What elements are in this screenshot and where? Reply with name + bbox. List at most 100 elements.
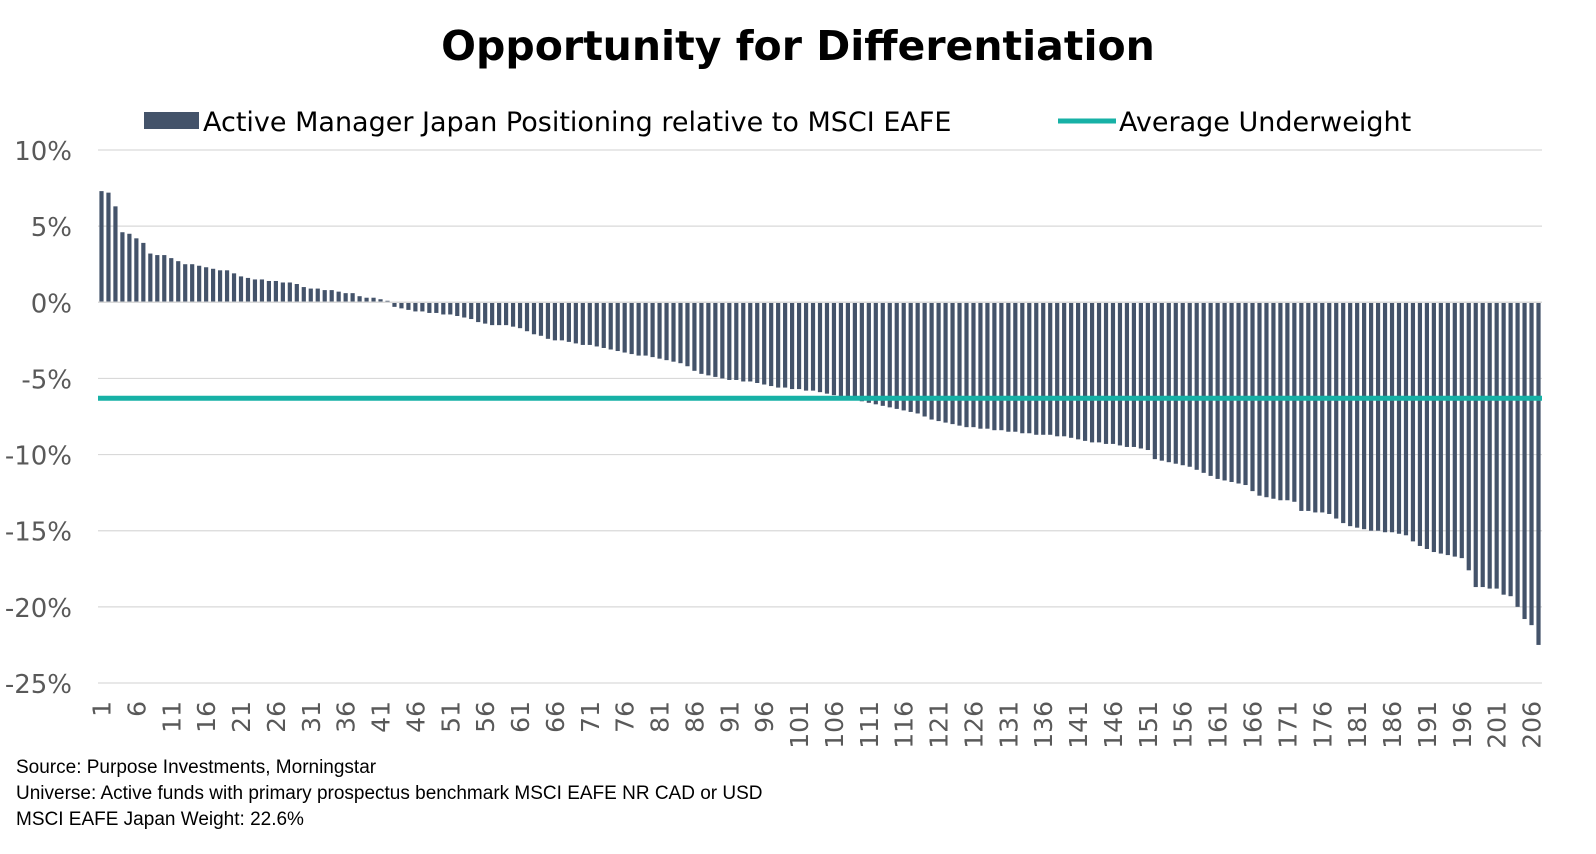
- bar: [929, 302, 934, 420]
- bar: [1348, 302, 1353, 527]
- x-tick-label: 151: [1134, 701, 1163, 749]
- bar: [162, 255, 167, 303]
- bar: [106, 192, 111, 303]
- bar: [252, 279, 258, 303]
- bar: [699, 302, 704, 374]
- bar: [1522, 302, 1527, 620]
- bar: [1173, 302, 1178, 464]
- footer-weight: MSCI EAFE Japan Weight: 22.6%: [16, 809, 304, 830]
- bar: [406, 302, 411, 310]
- bar: [706, 302, 711, 376]
- bar: [971, 302, 976, 428]
- bar: [999, 302, 1004, 431]
- bar: [1396, 302, 1402, 534]
- bar: [873, 302, 878, 405]
- bar: [245, 277, 251, 303]
- bar: [524, 302, 530, 332]
- x-tick-label: 41: [367, 701, 396, 733]
- legend: Active Manager Japan Positioning relativ…: [144, 107, 1411, 138]
- bar: [120, 232, 125, 303]
- bar: [211, 268, 216, 303]
- bar: [845, 302, 850, 399]
- x-tick-label: 181: [1343, 701, 1372, 749]
- bar: [1452, 302, 1457, 557]
- bar: [1006, 302, 1011, 432]
- bar: [392, 302, 397, 307]
- x-tick-label: 71: [576, 701, 605, 733]
- bar: [141, 242, 146, 303]
- bar: [434, 302, 439, 313]
- bar: [176, 261, 181, 303]
- bar: [448, 302, 453, 315]
- bar: [1431, 302, 1436, 553]
- bar: [1062, 302, 1067, 437]
- x-tick-label: 136: [1029, 701, 1058, 749]
- bar: [664, 302, 669, 361]
- bar: [224, 270, 230, 303]
- x-tick-label: 31: [297, 701, 326, 733]
- bar: [231, 273, 237, 303]
- x-tick-label: 146: [1099, 701, 1128, 749]
- bar: [608, 302, 613, 350]
- bar: [134, 238, 139, 303]
- bar: [1306, 302, 1311, 511]
- bar: [190, 264, 195, 303]
- bar: [936, 302, 941, 422]
- bar: [741, 302, 746, 382]
- bar: [1445, 302, 1450, 556]
- bar: [1243, 302, 1248, 486]
- bar: [859, 302, 864, 402]
- bar: [573, 302, 578, 344]
- grid-lines: [98, 149, 1542, 684]
- bar: [1041, 302, 1046, 435]
- bar: [852, 302, 857, 400]
- bar: [155, 255, 160, 303]
- x-tick-label: 21: [227, 701, 256, 733]
- bar: [217, 270, 223, 303]
- bar: [1020, 302, 1025, 434]
- bar: [308, 288, 313, 303]
- bar: [908, 302, 913, 412]
- legend-bar-swatch: [144, 112, 199, 129]
- bar: [1403, 302, 1409, 536]
- bar: [650, 302, 655, 358]
- bar: [1089, 302, 1095, 443]
- x-tick-label: 161: [1204, 701, 1233, 749]
- bar: [357, 296, 362, 303]
- bar: [559, 302, 564, 341]
- bar: [531, 302, 537, 335]
- bar: [1103, 302, 1109, 444]
- bar: [1334, 302, 1339, 519]
- bar: [420, 302, 425, 312]
- bar: [1389, 302, 1395, 533]
- bar: [810, 302, 816, 391]
- y-tick-label: 5%: [31, 213, 72, 243]
- bar: [113, 206, 118, 303]
- bar: [734, 302, 739, 380]
- bar: [1369, 302, 1374, 531]
- x-tick-label: 16: [192, 701, 221, 733]
- y-tick-label: -20%: [5, 594, 72, 624]
- bar: [350, 293, 355, 303]
- bar: [1417, 302, 1423, 546]
- bar: [552, 302, 558, 341]
- bar: [803, 302, 809, 391]
- bar: [1096, 302, 1102, 443]
- bar: [1194, 302, 1199, 470]
- bar: [1145, 302, 1150, 451]
- x-tick-label: 201: [1483, 701, 1512, 749]
- bar: [1494, 302, 1499, 589]
- bar: [796, 302, 802, 390]
- bar: [601, 302, 606, 348]
- bar: [915, 302, 920, 414]
- bar: [441, 302, 446, 315]
- bar: [497, 302, 502, 326]
- bar: [629, 302, 634, 355]
- bar: [1152, 302, 1157, 460]
- bar: [985, 302, 990, 429]
- bar: [894, 302, 899, 409]
- bar: [378, 299, 383, 303]
- bar: [748, 302, 753, 382]
- footer-source: Source: Purpose Investments, Morningstar: [16, 757, 377, 778]
- bar: [1138, 302, 1143, 449]
